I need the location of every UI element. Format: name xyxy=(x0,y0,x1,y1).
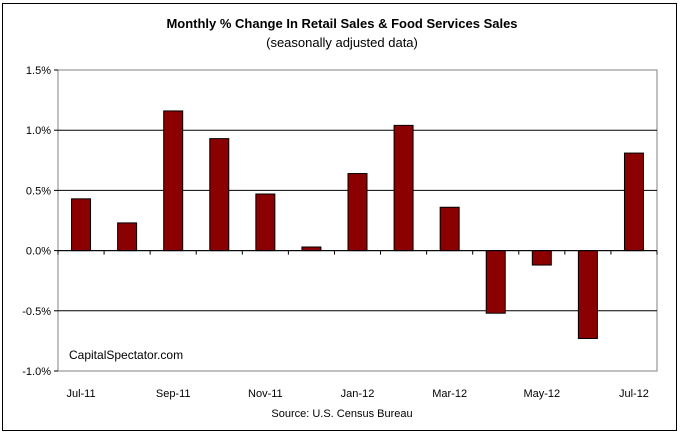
y-tick-label: 0.0% xyxy=(26,246,51,258)
x-tick-label: Nov-11 xyxy=(248,388,283,400)
y-tick-label: 1.5% xyxy=(26,65,51,77)
x-tick-label: May-12 xyxy=(523,388,560,400)
bar-apr-12 xyxy=(485,250,506,314)
bars xyxy=(71,110,644,339)
x-tick-label: Jul-11 xyxy=(66,388,95,400)
bar-jun-12 xyxy=(577,250,598,339)
chart-title: Monthly % Change In Retail Sales & Food … xyxy=(166,16,517,31)
bar-may-12 xyxy=(531,250,552,266)
bar-sep-11 xyxy=(163,110,184,252)
bar-feb-12 xyxy=(393,124,414,252)
y-axis: 1.5% 1.0% 0.5% 0.0% -0.5% -1.0% xyxy=(22,65,58,378)
bar-jul-11 xyxy=(71,198,92,252)
y-tick-label: 0.5% xyxy=(26,185,51,197)
bar-jul-12 xyxy=(623,152,644,252)
x-tick-label: Jan-12 xyxy=(341,388,375,400)
x-axis: Jul-11 Sep-11 Nov-11 Jan-12 Mar-12 May-12 Jul-… xyxy=(57,250,658,400)
bar-aug-11 xyxy=(117,222,138,252)
chart-subtitle: (seasonally adjusted data) xyxy=(266,35,418,50)
x-tick-label: Jul-12 xyxy=(619,388,649,400)
y-tick-label: -0.5% xyxy=(22,306,51,318)
bar-nov-11 xyxy=(255,193,276,252)
retail-sales-bar-chart: Monthly % Change In Retail Sales & Food … xyxy=(22,16,658,420)
bar-jan-12 xyxy=(347,173,368,252)
y-tick-label: 1.0% xyxy=(26,125,51,137)
source-note: Source: U.S. Census Bureau xyxy=(271,408,412,420)
chart-frame: Monthly % Change In Retail Sales & Food … xyxy=(2,3,677,431)
x-tick-label: Mar-12 xyxy=(432,388,467,400)
bar-mar-12 xyxy=(439,206,460,252)
bar-oct-11 xyxy=(209,138,230,252)
watermark-text: CapitalSpectator.com xyxy=(69,348,183,362)
bar-dec-11 xyxy=(301,246,322,252)
x-tick-label: Sep-11 xyxy=(156,388,191,400)
y-tick-label: -1.0% xyxy=(22,366,51,378)
